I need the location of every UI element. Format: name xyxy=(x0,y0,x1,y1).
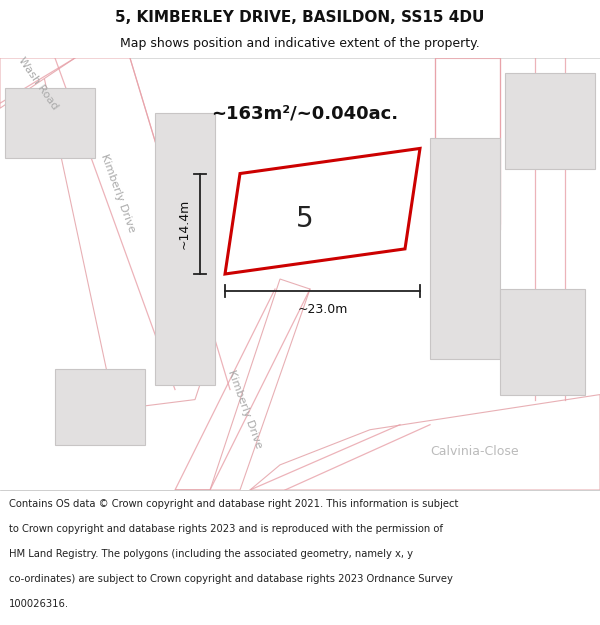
Polygon shape xyxy=(435,58,500,224)
Polygon shape xyxy=(250,394,600,490)
Text: 5: 5 xyxy=(296,205,314,232)
Text: to Crown copyright and database rights 2023 and is reproduced with the permissio: to Crown copyright and database rights 2… xyxy=(9,524,443,534)
Polygon shape xyxy=(155,113,215,384)
Text: ~23.0m: ~23.0m xyxy=(298,302,347,316)
Text: ~14.4m: ~14.4m xyxy=(178,199,191,249)
Text: HM Land Registry. The polygons (including the associated geometry, namely x, y: HM Land Registry. The polygons (includin… xyxy=(9,549,413,559)
Polygon shape xyxy=(225,148,420,274)
Text: Contains OS data © Crown copyright and database right 2021. This information is : Contains OS data © Crown copyright and d… xyxy=(9,499,458,509)
Text: Wash Road: Wash Road xyxy=(16,55,60,111)
Polygon shape xyxy=(175,279,310,490)
Text: ~163m²/~0.040ac.: ~163m²/~0.040ac. xyxy=(211,104,398,122)
Text: Map shows position and indicative extent of the property.: Map shows position and indicative extent… xyxy=(120,37,480,50)
Text: 100026316.: 100026316. xyxy=(9,599,69,609)
Polygon shape xyxy=(40,58,215,409)
Polygon shape xyxy=(55,369,145,445)
Polygon shape xyxy=(500,289,585,394)
Text: Kimberly Drive: Kimberly Drive xyxy=(99,153,137,234)
Polygon shape xyxy=(0,58,75,108)
Polygon shape xyxy=(505,73,595,169)
Polygon shape xyxy=(5,88,95,159)
Text: Calvinia-Close: Calvinia-Close xyxy=(431,446,520,458)
Text: 5, KIMBERLEY DRIVE, BASILDON, SS15 4DU: 5, KIMBERLEY DRIVE, BASILDON, SS15 4DU xyxy=(115,10,485,25)
Text: co-ordinates) are subject to Crown copyright and database rights 2023 Ordnance S: co-ordinates) are subject to Crown copyr… xyxy=(9,574,453,584)
Text: Kimberly Drive: Kimberly Drive xyxy=(226,369,264,450)
Polygon shape xyxy=(430,138,500,359)
